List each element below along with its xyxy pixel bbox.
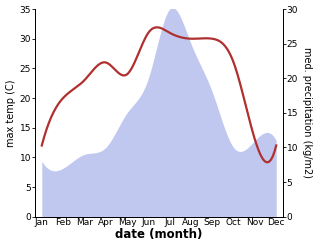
Y-axis label: max temp (C): max temp (C) — [5, 79, 16, 147]
X-axis label: date (month): date (month) — [115, 228, 203, 242]
Y-axis label: med. precipitation (kg/m2): med. precipitation (kg/m2) — [302, 47, 313, 178]
